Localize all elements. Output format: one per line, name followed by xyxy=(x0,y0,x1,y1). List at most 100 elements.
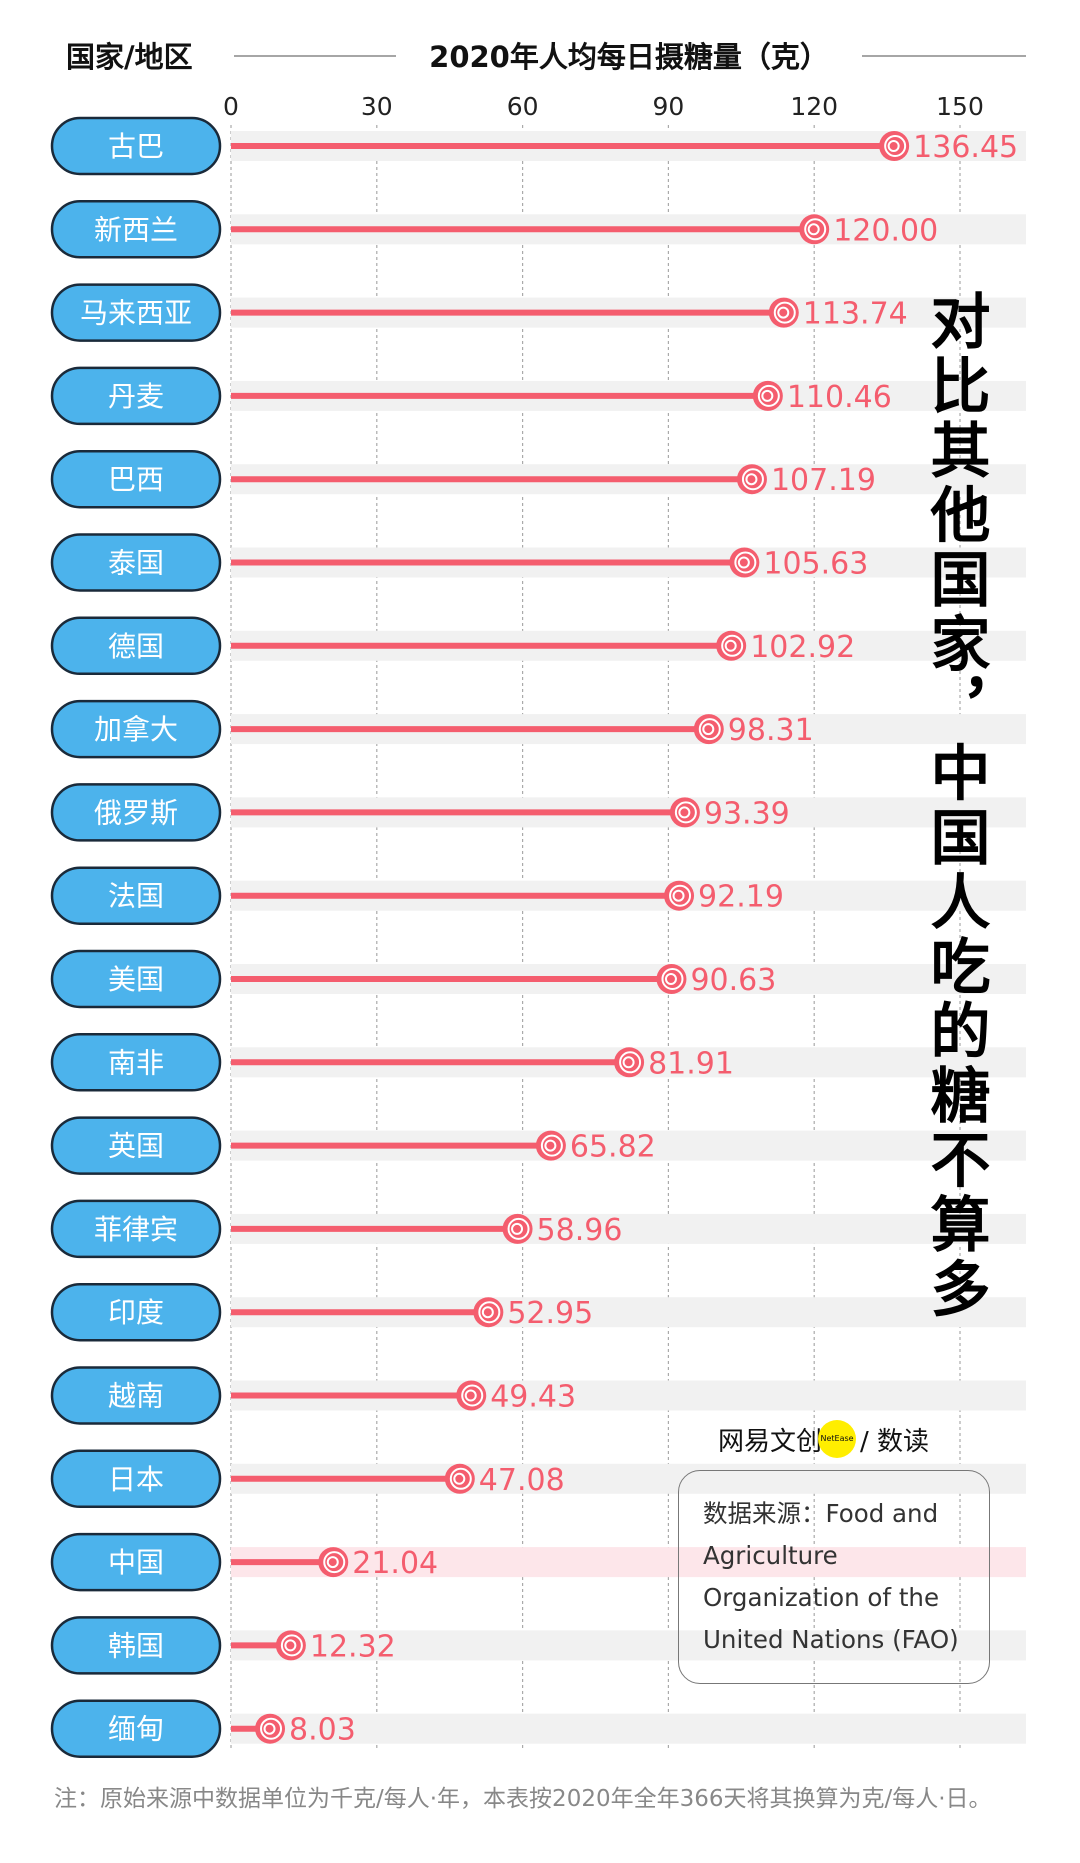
country-pill xyxy=(50,283,222,342)
country-pill xyxy=(50,116,222,176)
marker-spiral xyxy=(478,1301,501,1324)
chart-row: 古巴 136.45 xyxy=(50,116,1018,176)
marker-spiral xyxy=(540,1134,563,1157)
chart-row: 菲律宾 58.96 xyxy=(50,1199,623,1259)
country-label: 菲律宾 xyxy=(94,1213,178,1246)
value-label: 90.63 xyxy=(690,963,776,998)
country-pill xyxy=(50,866,222,925)
country-pill xyxy=(50,1282,222,1342)
country-label: 法国 xyxy=(108,880,164,913)
country-label: 加拿大 xyxy=(94,713,178,746)
value-label: 47.08 xyxy=(479,1463,565,1498)
country-pill xyxy=(50,1033,222,1092)
marker-spiral xyxy=(773,301,796,324)
chart-row: 俄罗斯 93.39 xyxy=(50,783,790,842)
x-tick-label: 120 xyxy=(790,92,838,121)
marker-spiral xyxy=(804,218,827,241)
country-label: 南非 xyxy=(108,1046,164,1079)
category-header: 国家/地区 xyxy=(66,40,193,74)
x-tick-label: 30 xyxy=(361,92,393,121)
value-label: 52.95 xyxy=(507,1296,593,1331)
value-label: 81.91 xyxy=(648,1046,734,1081)
country-label: 新西兰 xyxy=(94,213,178,246)
value-label: 107.19 xyxy=(771,463,876,498)
country-label: 泰国 xyxy=(108,547,164,580)
chart-row: 印度 52.95 xyxy=(50,1282,593,1342)
marker-spiral xyxy=(664,973,677,985)
marker-spiral xyxy=(284,1639,297,1652)
country-label: 日本 xyxy=(108,1463,164,1496)
headline: 对比其他国家，中国人吃的糖不算多 xyxy=(920,290,990,1322)
marker-spiral xyxy=(669,884,692,907)
chart-row: 日本 47.08 xyxy=(50,1449,565,1509)
country-label: 韩国 xyxy=(108,1629,164,1662)
marker-spiral xyxy=(887,140,900,152)
marker-spiral xyxy=(453,1472,466,1485)
country-label: 德国 xyxy=(108,630,164,663)
country-label: 越南 xyxy=(108,1380,164,1413)
value-label: 110.46 xyxy=(787,380,892,415)
value-label: 136.45 xyxy=(913,130,1018,165)
value-label: 21.04 xyxy=(352,1546,438,1581)
chart-row: 新西兰 120.00 xyxy=(50,200,938,259)
country-pill xyxy=(50,1699,222,1758)
marker-spiral xyxy=(461,1384,484,1407)
marker-spiral xyxy=(674,801,697,824)
value-label: 102.92 xyxy=(750,630,855,665)
chart-row: 中国 21.04 xyxy=(50,1532,438,1592)
marker-spiral xyxy=(326,1556,339,1569)
marker-spiral xyxy=(807,223,820,236)
chart-row: 南非 81.91 xyxy=(50,1033,734,1092)
value-label: 65.82 xyxy=(570,1130,656,1165)
x-tick-label: 0 xyxy=(223,92,239,121)
country-pill xyxy=(50,449,222,509)
value-label: 98.31 xyxy=(728,713,814,748)
country-label: 美国 xyxy=(108,963,164,996)
country-pill xyxy=(50,200,222,259)
marker-spiral xyxy=(619,1051,642,1074)
value-label: 8.03 xyxy=(289,1713,356,1748)
marker-spiral xyxy=(449,1467,472,1490)
chart-row: 巴西 107.19 xyxy=(50,449,876,509)
country-label: 英国 xyxy=(108,1130,164,1163)
country-pill xyxy=(50,1199,222,1259)
marker-spiral xyxy=(260,1717,283,1740)
country-label: 丹麦 xyxy=(108,380,164,413)
marker-spiral xyxy=(481,1306,494,1319)
value-label: 113.74 xyxy=(803,297,908,332)
chart-row: 丹麦 110.46 xyxy=(50,366,892,426)
marker-spiral xyxy=(734,551,757,574)
value-label: 105.63 xyxy=(763,547,868,582)
value-label: 92.19 xyxy=(698,880,784,915)
country-label: 巴西 xyxy=(108,463,164,496)
country-label: 马来西亚 xyxy=(80,297,192,330)
marker-spiral xyxy=(464,1389,477,1402)
country-pill xyxy=(50,1116,222,1175)
marker-spiral xyxy=(724,639,737,652)
country-label: 缅甸 xyxy=(108,1713,164,1746)
marker-spiral xyxy=(263,1722,276,1735)
marker-spiral xyxy=(737,556,750,569)
marker-spiral xyxy=(672,889,685,902)
chart-row: 越南 49.43 xyxy=(50,1366,576,1425)
source-box: 数据来源：Food and Agriculture Organization o… xyxy=(678,1470,990,1684)
marker-spiral xyxy=(280,1634,303,1657)
x-tick-label: 60 xyxy=(507,92,539,121)
value-label: 58.96 xyxy=(537,1213,623,1248)
marker-spiral xyxy=(777,306,790,319)
country-pill xyxy=(50,366,222,426)
marker-spiral xyxy=(511,1222,524,1235)
chart-row: 英国 65.82 xyxy=(50,1116,656,1175)
country-label: 印度 xyxy=(108,1296,164,1329)
row-band xyxy=(231,1713,1026,1744)
marker-spiral xyxy=(741,468,764,491)
chart-row: 马来西亚 113.74 xyxy=(50,283,908,342)
marker-spiral xyxy=(761,389,774,402)
country-pill xyxy=(50,699,222,759)
value-label: 120.00 xyxy=(833,213,938,248)
marker-spiral xyxy=(698,718,721,741)
country-label: 中国 xyxy=(108,1546,164,1579)
footnote: 注：原始来源中数据单位为千克/每人·年，本表按2020年全年366天将其换算为克… xyxy=(54,1786,992,1812)
chart-row: 缅甸 8.03 xyxy=(50,1699,356,1758)
